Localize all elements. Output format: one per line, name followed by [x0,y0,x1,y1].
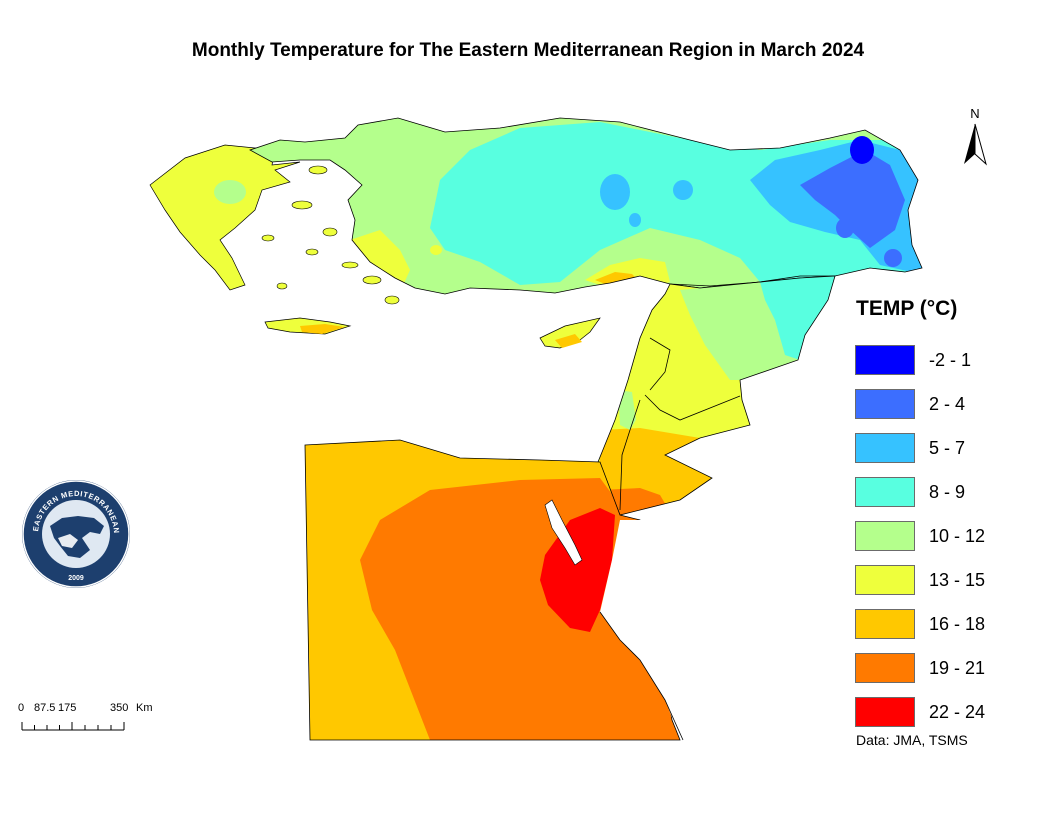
north-arrow-icon [964,123,987,166]
aegean-islands [261,165,400,305]
legend-item: -2 - 1 [855,345,1035,377]
legend-swatch [855,345,915,375]
scale-bar-line [21,722,125,731]
legend-swatch [855,477,915,507]
legend-title: TEMP (°C) [856,297,958,320]
legend-label: 10 - 12 [929,526,986,546]
greece-cool-patch [214,180,246,204]
legend-label: 22 - 24 [929,702,986,722]
gulf-of-suez [544,499,583,566]
legend-item: 22 - 24 [855,697,1035,729]
climate-centre-logo: EASTERN MEDITERRANEAN CLIMATE CENTRE 200… [20,478,130,588]
legend-swatch [855,433,915,463]
legend-label: 19 - 21 [929,658,986,678]
scale-label: Km [136,702,153,714]
scale-label: 87.5 [34,702,56,714]
legend-item: 16 - 18 [855,609,1035,641]
red-sea [600,520,700,745]
legend-item: 19 - 21 [855,653,1035,685]
legend-label: -2 - 1 [929,350,972,370]
legend-item: 8 - 9 [855,477,1035,509]
red-sea-coast [599,611,684,741]
legend-swatch [855,521,915,551]
legend-item: 13 - 15 [855,565,1035,597]
legend-swatch [855,609,915,639]
legend-item: 5 - 7 [855,433,1035,465]
crete-warm-patch [300,324,345,334]
legend-item: 2 - 4 [855,389,1035,421]
greece-region [149,144,301,291]
levant-region [598,276,835,515]
egypt-outline [304,439,681,741]
legend-label: 5 - 7 [929,438,966,458]
scale-label: 0 [18,702,25,714]
north-label: N [970,106,980,121]
scale-label: 350 [110,702,129,714]
legend-label: 13 - 15 [929,570,986,590]
scale-bar: 0 87.5 175 350 Km [18,700,168,734]
legend-label: 2 - 4 [929,394,966,414]
map-title: Monthly Temperature for The Eastern Medi… [191,40,865,61]
legend-label: 8 - 9 [929,482,966,502]
turkey-region [250,118,922,294]
north-arrow: N [960,106,990,168]
cyprus-region [539,317,601,349]
country-borders [619,275,835,511]
scale-label: 175 [58,702,77,714]
legend-swatch [855,389,915,419]
legend-label: 16 - 18 [929,614,986,634]
legend-swatch [855,697,915,727]
data-source: Data: JMA, TSMS [856,732,968,748]
logo-year: 2009 [68,575,84,582]
legend-swatch [855,653,915,683]
legend-item: 10 - 12 [855,521,1035,553]
legend-swatch [855,565,915,595]
cyprus-warm-patch [555,334,582,348]
levant-outline [597,275,836,516]
